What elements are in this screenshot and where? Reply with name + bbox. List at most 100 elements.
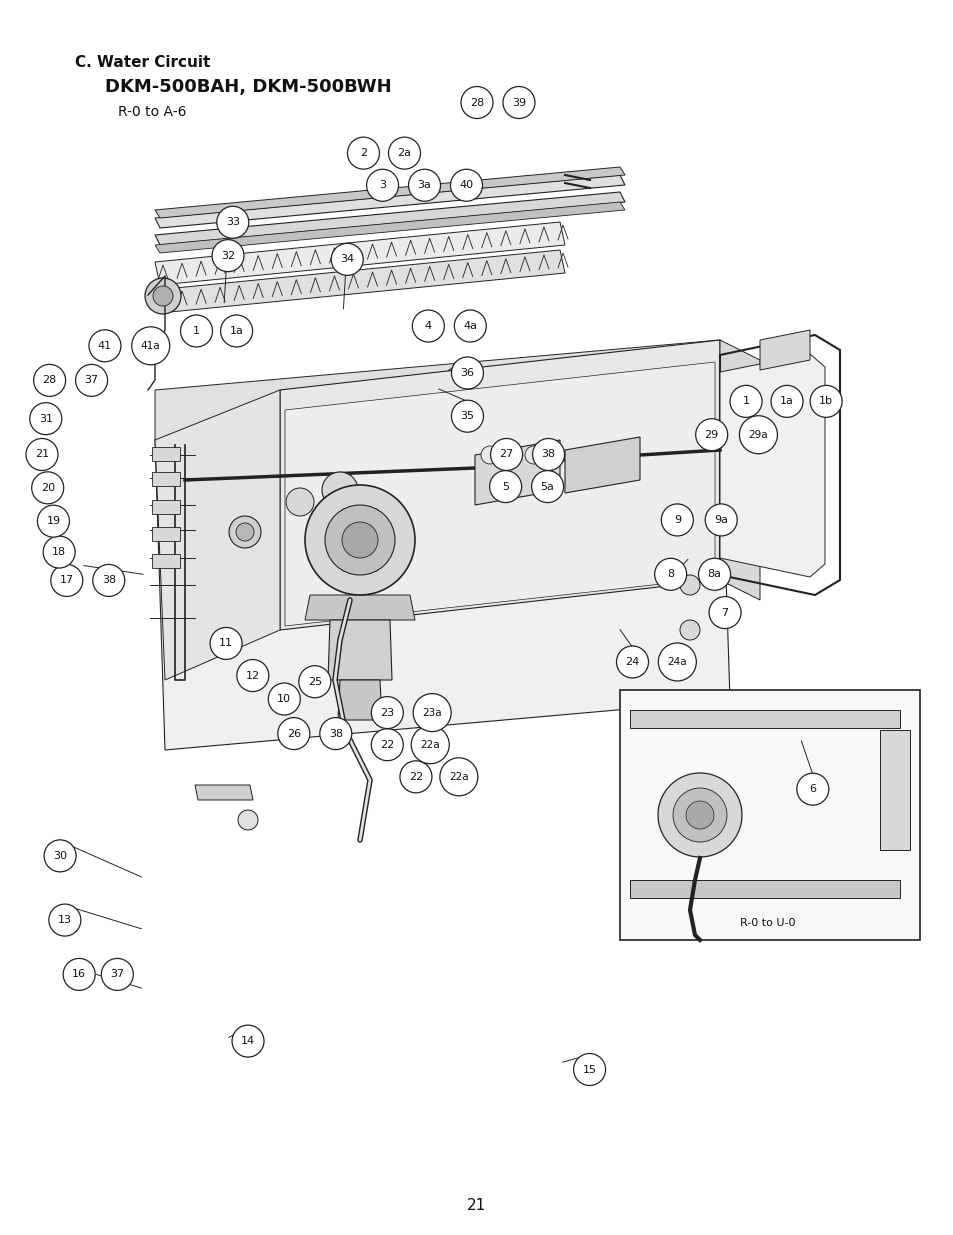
Circle shape (413, 694, 451, 731)
Circle shape (411, 726, 449, 763)
Polygon shape (154, 390, 729, 750)
Circle shape (366, 169, 398, 201)
Text: 38: 38 (102, 576, 115, 585)
Circle shape (277, 718, 310, 750)
Circle shape (43, 536, 75, 568)
Text: 30: 30 (53, 851, 67, 861)
Circle shape (229, 516, 261, 548)
Circle shape (298, 666, 331, 698)
Circle shape (347, 137, 379, 169)
Bar (879, 730, 909, 850)
Circle shape (451, 357, 483, 389)
Circle shape (26, 438, 58, 471)
Polygon shape (280, 340, 720, 630)
Text: 22a: 22a (449, 772, 468, 782)
Circle shape (63, 958, 95, 990)
Text: 19: 19 (47, 516, 60, 526)
Text: 5a: 5a (540, 482, 554, 492)
Text: C. Water Circuit: C. Water Circuit (75, 56, 211, 70)
Circle shape (305, 485, 415, 595)
Polygon shape (154, 222, 564, 285)
Text: 41: 41 (98, 341, 112, 351)
Circle shape (532, 438, 564, 471)
Circle shape (89, 330, 121, 362)
Text: 15: 15 (582, 1065, 596, 1074)
Text: 31: 31 (39, 414, 52, 424)
Text: 6: 6 (808, 784, 816, 794)
Polygon shape (154, 390, 280, 680)
Circle shape (232, 1025, 264, 1057)
Circle shape (672, 788, 726, 842)
Text: 13: 13 (58, 915, 71, 925)
Circle shape (524, 446, 542, 464)
Polygon shape (285, 362, 714, 626)
Text: 1b: 1b (819, 396, 832, 406)
Circle shape (489, 471, 521, 503)
Circle shape (319, 718, 352, 750)
Text: 1a: 1a (230, 326, 243, 336)
Text: 20: 20 (41, 483, 54, 493)
Circle shape (770, 385, 802, 417)
Circle shape (502, 86, 535, 119)
Circle shape (679, 620, 700, 640)
Polygon shape (337, 680, 381, 720)
Circle shape (685, 802, 713, 829)
Circle shape (210, 627, 242, 659)
Circle shape (704, 504, 737, 536)
Text: 22: 22 (380, 740, 394, 750)
Text: 29a: 29a (748, 430, 767, 440)
Circle shape (729, 385, 761, 417)
Circle shape (44, 840, 76, 872)
Circle shape (75, 364, 108, 396)
Text: 1: 1 (193, 326, 200, 336)
Text: 2: 2 (359, 148, 367, 158)
Polygon shape (154, 175, 624, 228)
Circle shape (216, 206, 249, 238)
Circle shape (341, 522, 377, 558)
Circle shape (49, 904, 81, 936)
Text: 37: 37 (111, 969, 124, 979)
Text: 28: 28 (470, 98, 483, 107)
Circle shape (660, 504, 693, 536)
Text: 36: 36 (460, 368, 474, 378)
Text: 3a: 3a (417, 180, 431, 190)
Polygon shape (720, 340, 760, 600)
Circle shape (212, 240, 244, 272)
Bar (152, 527, 180, 541)
Circle shape (460, 86, 493, 119)
Text: 38: 38 (329, 729, 342, 739)
Polygon shape (564, 437, 639, 493)
Polygon shape (328, 620, 392, 680)
Polygon shape (760, 330, 809, 370)
Polygon shape (305, 595, 415, 620)
Text: 8a: 8a (707, 569, 720, 579)
Polygon shape (154, 167, 624, 219)
Circle shape (480, 446, 498, 464)
Circle shape (739, 416, 777, 453)
Text: 18: 18 (52, 547, 66, 557)
Circle shape (236, 659, 269, 692)
Circle shape (695, 419, 727, 451)
Circle shape (809, 385, 841, 417)
Circle shape (132, 327, 170, 364)
Circle shape (331, 243, 363, 275)
Circle shape (412, 310, 444, 342)
Circle shape (708, 597, 740, 629)
Circle shape (325, 505, 395, 576)
Circle shape (658, 643, 696, 680)
Text: 23a: 23a (422, 708, 441, 718)
Bar (152, 555, 180, 568)
Polygon shape (720, 354, 824, 577)
Circle shape (698, 558, 730, 590)
Circle shape (37, 505, 70, 537)
Circle shape (322, 472, 357, 508)
Circle shape (658, 773, 741, 857)
Circle shape (616, 646, 648, 678)
Text: 14: 14 (241, 1036, 254, 1046)
Text: 4: 4 (424, 321, 432, 331)
Circle shape (679, 576, 700, 595)
Circle shape (388, 137, 420, 169)
Text: R-0 to U-0: R-0 to U-0 (740, 918, 795, 927)
Circle shape (451, 400, 483, 432)
Text: 26: 26 (287, 729, 300, 739)
